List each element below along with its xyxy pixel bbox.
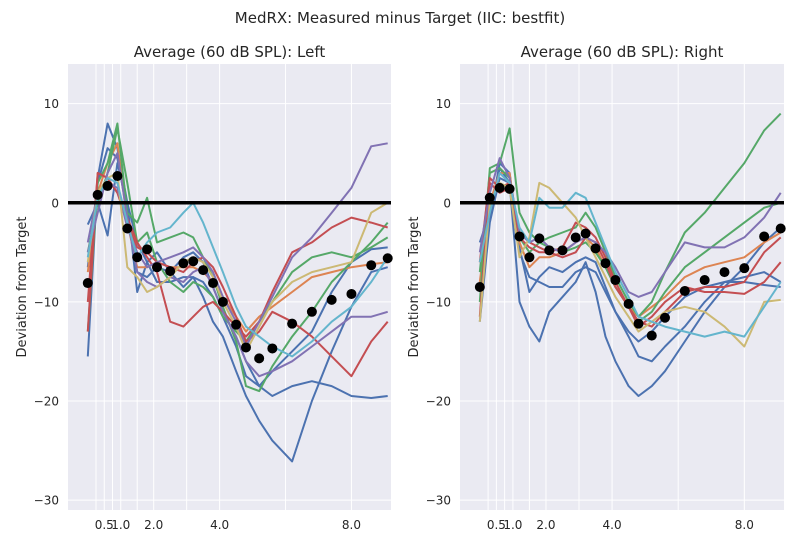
- left-average-point: [198, 265, 209, 276]
- right-average-point: [633, 318, 644, 329]
- left-x-tick-label: 8.0: [342, 518, 361, 532]
- left-series-line-5: [86, 122, 389, 393]
- left-average-point: [178, 258, 189, 269]
- left-average-point: [132, 252, 143, 263]
- right-x-tick-label: 8.0: [735, 518, 754, 532]
- left-y-axis-label: Deviation from Target: [15, 217, 30, 358]
- right-average-point: [494, 182, 505, 193]
- right-average-point: [590, 243, 601, 254]
- right-average-point: [544, 245, 555, 256]
- right-ear-chart-panel: Average (60 dB SPL): Right Deviation from…: [407, 43, 786, 532]
- right-average-point: [739, 263, 750, 274]
- right-y-tick-label: −10: [426, 295, 451, 309]
- left-average-point: [306, 306, 317, 317]
- right-average-point: [719, 267, 730, 278]
- right-y-tick-label: −20: [426, 394, 451, 408]
- right-average-point: [524, 252, 535, 263]
- left-average-point: [287, 318, 298, 329]
- right-series-line-5: [478, 112, 782, 318]
- left-x-tick-label: 4.0: [210, 518, 229, 532]
- left-series-line-10: [86, 142, 388, 348]
- right-x-tick-label: 4.0: [603, 518, 622, 532]
- left-average-point: [267, 343, 278, 354]
- right-average-point: [623, 298, 634, 309]
- right-x-tick-label: 2.0: [536, 518, 555, 532]
- left-average-point: [82, 278, 93, 289]
- right-average-point: [534, 233, 545, 244]
- left-average-point: [142, 244, 153, 255]
- left-x-tick-label: 2.0: [144, 518, 163, 532]
- right-average-point: [610, 275, 621, 286]
- left-average-point: [326, 294, 337, 305]
- left-series-line-12: [86, 177, 389, 358]
- left-x-tick-label: 0.5: [95, 518, 114, 532]
- left-average-point: [122, 223, 133, 234]
- left-average-point: [102, 180, 113, 191]
- left-y-tick-label: −20: [34, 394, 59, 408]
- right-average-point: [557, 245, 568, 256]
- left-y-tick-label: 0: [51, 196, 59, 210]
- right-y-axis-label: Deviation from Target: [407, 217, 422, 358]
- right-average-point: [504, 183, 515, 194]
- left-ear-chart-panel: Average (60 dB SPL): Left Deviation from …: [15, 43, 393, 532]
- right-average-point: [646, 330, 657, 341]
- right-average-point: [679, 285, 690, 296]
- right-x-tick-label: 1.0: [503, 518, 522, 532]
- left-average-point: [231, 319, 242, 330]
- right-y-tick-label: −30: [426, 494, 451, 508]
- right-plot-area: [460, 64, 784, 510]
- right-series-line-11: [478, 172, 782, 338]
- left-average-point: [188, 256, 199, 267]
- right-series-line-1: [478, 177, 782, 397]
- left-y-tick-label: −10: [34, 295, 59, 309]
- left-average-point: [217, 296, 228, 307]
- left-y-tick-label: −30: [34, 494, 59, 508]
- right-average-point: [474, 282, 485, 292]
- left-average-point: [112, 170, 123, 181]
- right-average-point: [659, 312, 670, 323]
- right-average-point: [775, 223, 786, 234]
- right-average-point: [699, 275, 710, 286]
- left-series-line-9: [86, 152, 388, 378]
- right-y-tick-label: 0: [443, 196, 451, 210]
- left-average-point: [254, 353, 265, 364]
- right-y-tick-label: 10: [436, 97, 451, 111]
- left-average-point: [382, 253, 393, 264]
- left-average-point: [151, 262, 162, 273]
- left-x-tick-label: 1.0: [111, 518, 130, 532]
- right-average-point: [759, 231, 770, 242]
- left-average-point: [240, 342, 251, 353]
- figure-suptitle: MedRX: Measured minus Target (IIC: bestf…: [235, 9, 565, 27]
- left-average-point: [366, 260, 377, 271]
- right-average-point: [570, 232, 581, 243]
- left-series-line-6: [86, 127, 389, 343]
- right-average-point: [514, 231, 525, 242]
- left-chart-title: Average (60 dB SPL): Left: [134, 43, 326, 61]
- left-average-point: [208, 278, 219, 289]
- left-average-point: [92, 189, 103, 200]
- right-series-line-10: [478, 181, 781, 348]
- right-average-point: [600, 258, 611, 269]
- right-average-point: [580, 228, 591, 239]
- left-average-point: [165, 266, 176, 277]
- right-x-tick-label: 0.5: [487, 518, 506, 532]
- left-average-point: [346, 288, 357, 299]
- right-average-point: [484, 192, 495, 203]
- right-chart-title: Average (60 dB SPL): Right: [521, 43, 724, 61]
- left-y-tick-label: 10: [44, 97, 59, 111]
